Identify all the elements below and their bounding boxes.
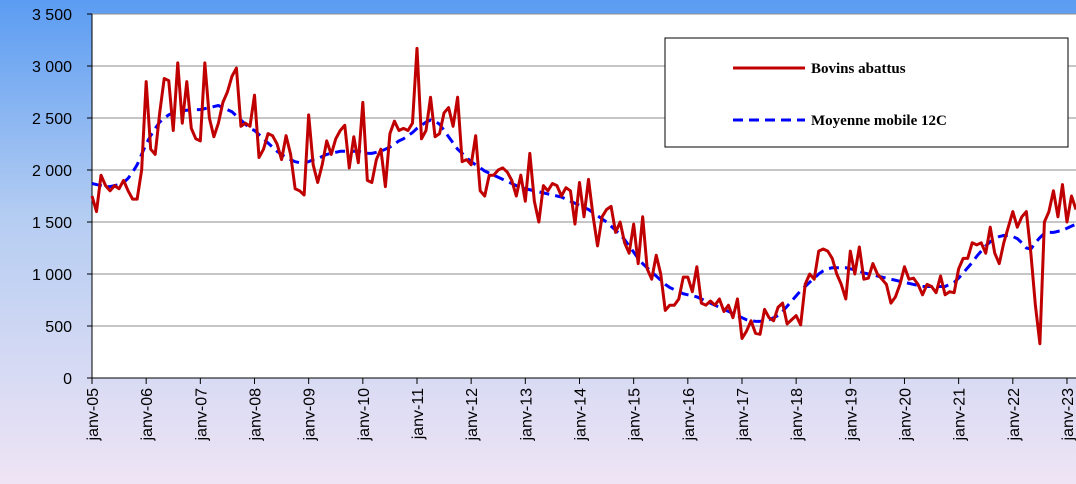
x-tick-label: janv-12 xyxy=(464,388,481,442)
series-line xyxy=(90,46,1076,346)
y-tick-label: 500 xyxy=(45,319,72,336)
legend-label: Moyenne mobile 12C xyxy=(811,113,947,129)
x-tick-label: janv-07 xyxy=(193,388,210,442)
x-tick-label: janv-23 xyxy=(1060,388,1076,442)
x-tick-label: janv-10 xyxy=(356,388,373,442)
x-tick-label: janv-20 xyxy=(897,388,914,442)
x-tick-label: janv-16 xyxy=(681,388,698,442)
y-tick-label: 0 xyxy=(63,371,72,388)
x-tick-label: janv-15 xyxy=(627,388,644,442)
x-tick-label: janv-21 xyxy=(952,388,969,442)
x-tick-label: janv-05 xyxy=(85,388,102,442)
x-tick-label: janv-19 xyxy=(843,388,860,442)
legend-label: Bovins abattus xyxy=(811,61,906,77)
x-tick-label: janv-14 xyxy=(572,388,589,442)
x-tick-label: janv-13 xyxy=(518,388,535,442)
x-tick-label: janv-11 xyxy=(410,388,427,440)
y-tick-label: 2 500 xyxy=(32,111,72,128)
y-tick-label: 1 000 xyxy=(32,267,72,284)
x-tick-label: janv-22 xyxy=(1006,388,1023,442)
x-tick-label: janv-09 xyxy=(302,388,319,442)
y-tick-label: 3 000 xyxy=(32,59,72,76)
legend: Bovins abattus Moyenne mobile 12C xyxy=(664,37,1069,148)
legend-box xyxy=(664,37,1069,148)
y-tick-label: 2 000 xyxy=(32,163,72,180)
y-tick-label: 1 500 xyxy=(32,215,72,232)
x-tick-label: janv-06 xyxy=(139,388,156,442)
x-tick-label: janv-08 xyxy=(247,388,264,442)
x-tick-label: janv-17 xyxy=(735,388,752,442)
y-tick-label: 3 500 xyxy=(32,7,72,24)
x-tick-label: janv-18 xyxy=(789,388,806,442)
